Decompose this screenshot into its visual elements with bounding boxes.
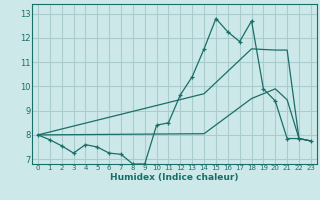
X-axis label: Humidex (Indice chaleur): Humidex (Indice chaleur) xyxy=(110,173,239,182)
